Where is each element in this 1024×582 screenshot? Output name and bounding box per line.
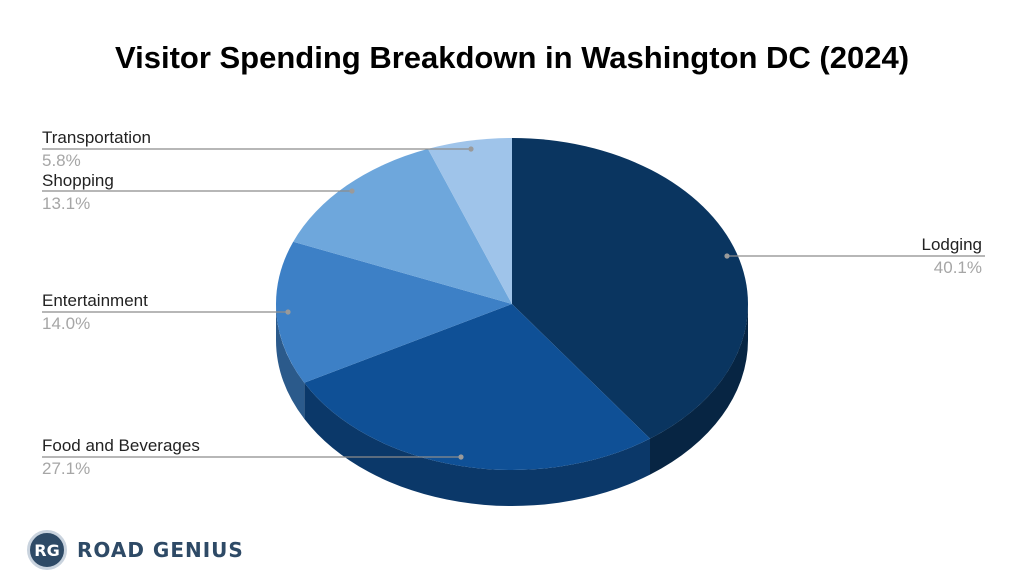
slice-value-food-and-beverages: 27.1%: [42, 459, 90, 478]
pie-slice-entertainment: [276, 241, 512, 383]
pie-side-food-and-beverages: [304, 382, 650, 506]
slice-value-lodging: 40.1%: [934, 258, 982, 277]
slice-label-lodging: Lodging: [921, 235, 982, 254]
slice-value-transportation: 5.8%: [42, 151, 81, 170]
slice-value-entertainment: 14.0%: [42, 314, 90, 333]
pie-side-walls: [276, 304, 748, 506]
leader-dot-food-and-beverages: [458, 454, 464, 460]
brand-watermark: RG ROAD GENIUS: [27, 527, 244, 573]
pie-slice-transportation: [427, 138, 512, 304]
pie-slice-food-and-beverages: [304, 304, 650, 470]
pie-top: [276, 138, 748, 470]
slice-label-transportation: Transportation: [42, 128, 151, 147]
slice-label-food-and-beverages: Food and Beverages: [42, 436, 200, 455]
leader-dot-transportation: [468, 146, 474, 152]
pie-slice-lodging: [512, 138, 748, 439]
leader-dot-shopping: [349, 188, 355, 194]
slice-value-shopping: 13.1%: [42, 194, 90, 213]
brand-logo-icon: RG: [27, 530, 67, 570]
brand-name: ROAD GENIUS: [77, 538, 244, 562]
pie-labels: Lodging 40.1% Food and Beverages 27.1% Enter…: [42, 128, 985, 478]
leader-dot-lodging: [724, 253, 730, 259]
chart-title: Visitor Spending Breakdown in Washington…: [114, 40, 910, 75]
pie-slice-shopping: [293, 148, 512, 304]
slice-label-shopping: Shopping: [42, 171, 114, 190]
pie-side-lodging: [649, 304, 748, 475]
pie-side-entertainment: [276, 304, 305, 419]
leader-dot-entertainment: [285, 309, 291, 315]
slice-label-entertainment: Entertainment: [42, 291, 148, 310]
